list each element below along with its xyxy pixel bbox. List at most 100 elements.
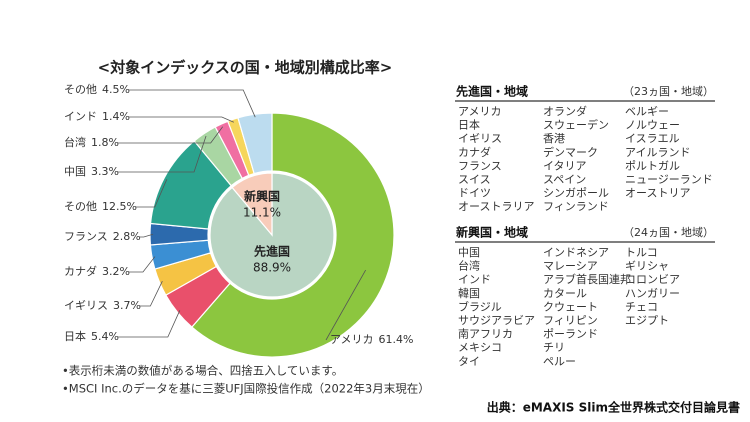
slice-label: その他 12.5% — [64, 200, 137, 213]
leader-line — [117, 310, 181, 338]
country: アイルランド — [625, 146, 690, 159]
slice-label: アメリカ 61.4% — [330, 333, 413, 346]
country: ギリシャ — [625, 260, 669, 273]
country: イギリス — [458, 132, 502, 145]
slice-label: カナダ 3.2% — [64, 264, 130, 278]
slice-value: 2.8% — [113, 230, 141, 243]
leader-line — [325, 269, 367, 341]
region-count: （24ヵ国・地域） — [623, 226, 714, 239]
slice-value: 3.2% — [102, 265, 130, 278]
slice-name: その他 — [64, 200, 97, 213]
country: スペイン — [543, 173, 586, 186]
leader-line — [139, 233, 154, 238]
slice-value: 3.3% — [91, 165, 119, 178]
slice-name: その他 — [64, 83, 97, 96]
country: ドイツ — [458, 187, 491, 200]
country: ニュージーランド — [625, 173, 713, 186]
slice-name: 台湾 — [64, 135, 86, 149]
slice-name: イギリス — [64, 299, 108, 312]
slice-name: カナダ — [64, 264, 97, 278]
country: スイス — [458, 173, 491, 186]
inner-value: 11.1% — [243, 206, 281, 220]
country: インド — [458, 273, 491, 286]
inner-slice — [231, 172, 273, 237]
country: イスラエル — [625, 132, 680, 145]
note: •表示桁未満の数値がある場合、四捨五入しています。 — [62, 364, 343, 378]
country: シンガポール — [543, 187, 609, 200]
slice-label: フランス 2.8% — [64, 230, 141, 243]
slice-label: 日本 5.4% — [64, 329, 119, 343]
slice-label: その他 4.5% — [64, 83, 130, 96]
leader-line — [128, 116, 234, 123]
region-count: （23ヵ国・地域） — [623, 85, 714, 98]
country: イタリア — [543, 159, 587, 172]
country: 日本 — [458, 118, 480, 132]
slice-name: インド — [64, 110, 97, 123]
region-title: 新興国・地域 — [456, 225, 528, 240]
slice-label: インド 1.4% — [64, 110, 130, 123]
slice-value: 1.8% — [91, 136, 119, 149]
country: タイ — [458, 355, 480, 368]
country: フィリピン — [543, 314, 598, 327]
country: コロンビア — [625, 273, 680, 286]
leader-line — [128, 256, 156, 273]
country: カナダ — [458, 145, 491, 159]
country: オーストラリア — [458, 200, 534, 213]
slice-name: フランス — [64, 230, 108, 243]
country: オランダ — [543, 104, 587, 118]
slice-name: 中国 — [64, 165, 86, 178]
country: ハンガリー — [625, 287, 680, 300]
source: 出典：eMAXIS Slim全世界株式交付目論見書 — [487, 400, 740, 415]
country: ベルギー — [625, 105, 669, 118]
country: トルコ — [625, 246, 658, 259]
country: フランス — [458, 159, 502, 172]
country: ペルー — [543, 355, 576, 368]
leader-line — [117, 135, 207, 173]
country: インドネシア — [543, 246, 609, 259]
slice-value: 5.4% — [91, 330, 119, 343]
slice-name: 日本 — [64, 329, 86, 343]
country: 台湾 — [458, 259, 480, 273]
leader-line — [139, 281, 163, 307]
country: ポルトガル — [625, 159, 680, 172]
slice-label: 台湾 1.8% — [64, 135, 119, 149]
country: ポーランド — [543, 328, 598, 341]
leader-line — [135, 179, 168, 208]
country: サウジアラビア — [458, 314, 535, 327]
slice-value: 61.4% — [378, 333, 413, 346]
country: ノルウェー — [625, 119, 680, 132]
country: 南アフリカ — [458, 328, 513, 341]
leader-line — [128, 89, 256, 118]
slice-name: アメリカ — [330, 333, 373, 346]
country: 韓国 — [458, 287, 480, 300]
inner-value: 88.9% — [253, 261, 291, 275]
country: ブラジル — [458, 299, 502, 313]
country: メキシコ — [458, 341, 502, 354]
slice-label: 中国 3.3% — [64, 165, 119, 178]
outer-slice — [191, 112, 395, 358]
slice-value: 4.5% — [102, 83, 130, 96]
note: •MSCI Inc.のデータを基に三菱UFJ国際投信作成（2022年3月末現在） — [62, 382, 430, 396]
slice-value: 12.5% — [102, 200, 137, 213]
country: チェコ — [625, 300, 658, 313]
country: 中国 — [458, 246, 480, 259]
country: チリ — [543, 341, 565, 354]
country: スウェーデン — [543, 118, 609, 132]
country: アメリカ — [458, 105, 501, 118]
country: フィンランド — [543, 200, 609, 213]
region-title: 先進国・地域 — [456, 84, 528, 99]
country: カタール — [543, 287, 587, 300]
country: クウェート — [543, 300, 598, 313]
chart-title: <対象インデックスの国・地域別構成比率> — [98, 59, 393, 77]
country: 香港 — [543, 132, 565, 145]
slice-value: 1.4% — [102, 110, 130, 123]
country: エジプト — [625, 314, 669, 327]
inner-label: 先進国 — [254, 244, 290, 259]
inner-label: 新興国 — [244, 189, 280, 204]
country: マレーシア — [543, 260, 598, 273]
outer-slice — [237, 112, 273, 175]
leader-line — [117, 126, 224, 144]
country: デンマーク — [543, 145, 598, 159]
slice-label: イギリス 3.7% — [64, 299, 141, 312]
